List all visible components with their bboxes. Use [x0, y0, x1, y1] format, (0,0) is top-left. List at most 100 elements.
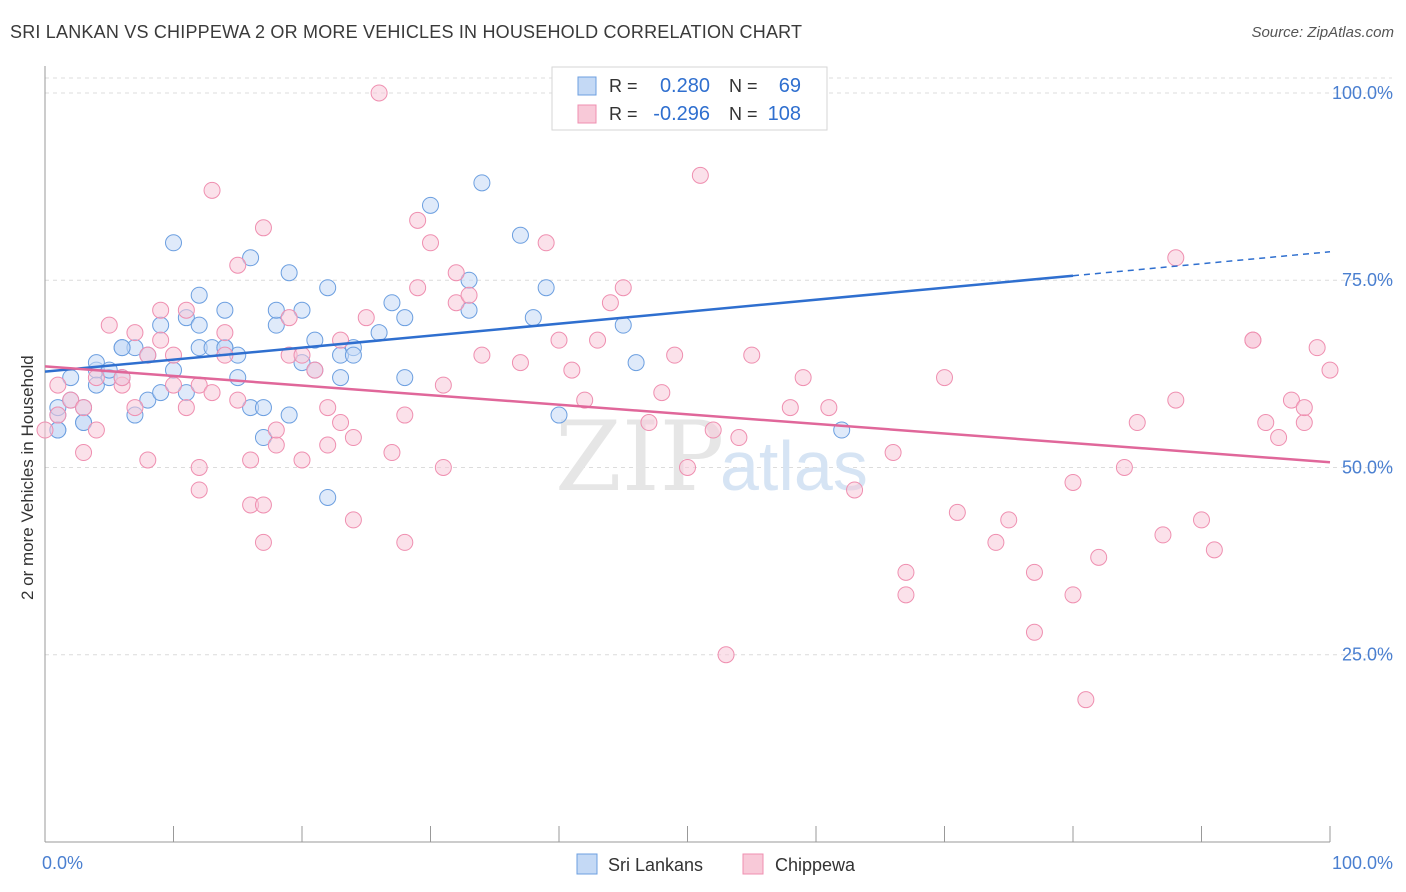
watermark-zip: ZIP: [555, 401, 724, 513]
legend-n-label: N =: [729, 104, 758, 124]
chippewa-point: [126, 324, 144, 342]
chippewa-point: [344, 511, 362, 529]
chippewa-point: [846, 481, 864, 499]
chippewa-point: [704, 421, 722, 439]
chippewa-point: [781, 399, 799, 417]
chippewa-point: [601, 294, 619, 312]
chippewa-point: [987, 533, 1005, 551]
chippewa-point: [1308, 339, 1326, 357]
legend-chippewa-swatch: [742, 853, 764, 875]
legend-sri-lankans-swatch: [576, 853, 598, 875]
chippewa-point: [62, 391, 80, 409]
x-tick-label-min: 0.0%: [42, 853, 83, 873]
chippewa-point: [897, 563, 915, 581]
chippewa-point: [447, 264, 465, 282]
sri-lankans-trend-extension: [1072, 251, 1331, 277]
chippewa-point: [344, 429, 362, 447]
sri-lankans-point: [614, 316, 632, 334]
chippewa-point: [319, 436, 337, 454]
chippewa-point: [242, 451, 260, 469]
chippewa-point: [1025, 563, 1043, 581]
chippewa-point: [1244, 331, 1262, 349]
chippewa-point: [794, 369, 812, 387]
sri-lankans-point: [319, 279, 337, 297]
chippewa-point: [203, 384, 221, 402]
chippewa-point: [897, 586, 915, 604]
chippewa-point: [614, 279, 632, 297]
chippewa-point: [165, 376, 182, 394]
chippewa-point: [691, 166, 709, 184]
chippewa-point: [75, 399, 93, 417]
chippewa-point: [537, 234, 555, 252]
chippewa-point: [49, 376, 67, 394]
chippewa-point: [640, 414, 658, 432]
chippewa-point: [743, 346, 761, 364]
legend-n-value: 108: [768, 103, 801, 125]
chippewa-point: [589, 331, 607, 349]
chippewa-point: [254, 533, 272, 551]
chippewa-point: [1270, 429, 1288, 447]
chippewa-point: [550, 331, 568, 349]
chippewa-point: [936, 369, 953, 387]
chippewa-point: [87, 421, 105, 439]
chippewa-point: [820, 399, 838, 417]
chippewa-point: [563, 361, 581, 379]
chippewa-point: [447, 294, 465, 312]
chippewa-point: [49, 406, 67, 424]
sri-lankans-point: [280, 406, 298, 424]
sri-lankans-point: [139, 391, 157, 409]
chippewa-point: [1321, 361, 1339, 379]
legend-r-value: 0.280: [660, 75, 710, 97]
sri-lankans-point: [267, 301, 285, 319]
chippewa-point: [1064, 586, 1082, 604]
chippewa-point: [152, 301, 170, 319]
chippewa-point: [679, 458, 696, 476]
chippewa-point: [1115, 458, 1133, 476]
sri-lankans-point: [550, 406, 568, 424]
sri-lankans-point: [524, 309, 542, 327]
legend-n-value: 69: [779, 75, 801, 97]
gridlines: [45, 77, 1392, 656]
chart-source: Source: ZipAtlas.com: [1251, 24, 1394, 41]
legend-swatch: [577, 76, 597, 96]
chippewa-point: [280, 309, 298, 327]
chippewa-point: [717, 646, 735, 664]
y-tick-label: 25.0%: [1342, 645, 1393, 665]
chippewa-point: [409, 211, 427, 229]
sri-lankans-trend-line: [44, 274, 1074, 373]
chippewa-point: [422, 234, 439, 252]
chippewa-point: [1257, 414, 1275, 432]
chippewa-point: [216, 324, 234, 342]
chippewa-point: [653, 384, 671, 402]
sri-lankans-point: [293, 301, 311, 319]
sri-lankans-point: [165, 234, 182, 252]
y-tick-label: 75.0%: [1342, 270, 1393, 290]
sri-lankans-point: [627, 354, 645, 372]
sri-lankans-point: [306, 331, 324, 349]
chippewa-point: [1154, 526, 1172, 544]
chippewa-point: [948, 503, 966, 521]
chippewa-point: [383, 444, 401, 462]
chippewa-point: [1193, 511, 1210, 529]
legend-r-value: -0.296: [653, 103, 710, 125]
chippewa-point: [1000, 511, 1018, 529]
chippewa-point: [100, 316, 118, 334]
legend-r-label: R =: [609, 104, 638, 124]
chippewa-point: [306, 361, 324, 379]
chippewa-point: [1295, 414, 1313, 432]
sri-lankans-point: [190, 286, 208, 304]
chippewa-point: [254, 496, 272, 514]
x-tick-label-max: 100.0%: [1332, 853, 1393, 873]
sri-lankans-point: [216, 301, 234, 319]
sri-lankans-point: [242, 249, 260, 267]
legend-swatch: [577, 104, 597, 124]
chippewa-point: [190, 458, 208, 476]
sri-lankans-point: [152, 316, 170, 334]
sri-lankans-point: [396, 309, 414, 327]
sri-lankans-point: [280, 264, 298, 282]
chippewa-point: [36, 421, 54, 439]
y-tick-label: 100.0%: [1332, 83, 1393, 103]
legend-r-label: R =: [609, 76, 638, 96]
sri-lankans-point: [113, 339, 131, 357]
